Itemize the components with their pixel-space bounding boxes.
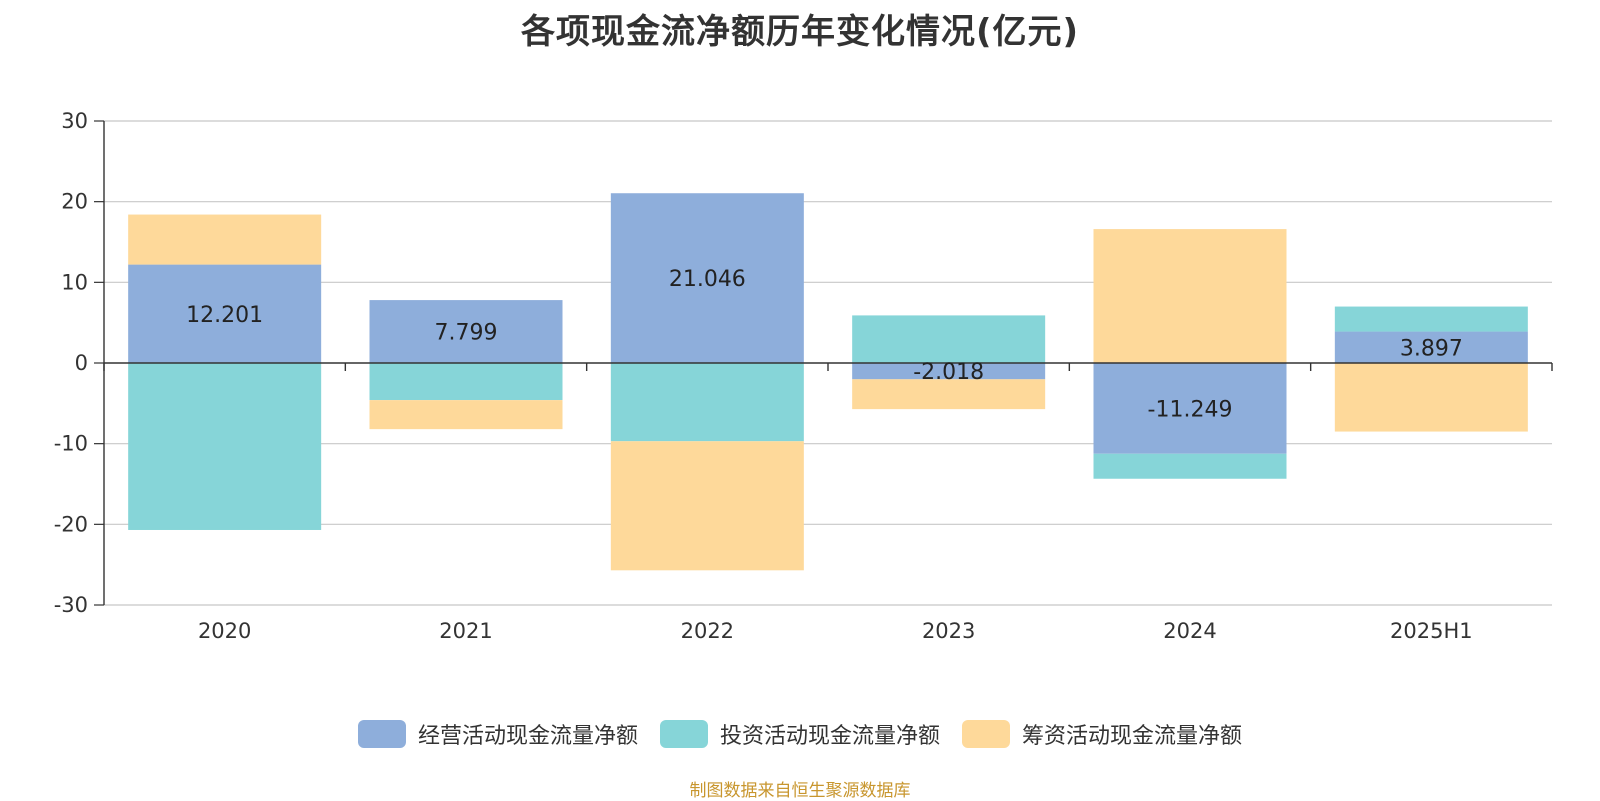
bars bbox=[128, 193, 1528, 571]
legend-label-investing: 投资活动现金流量净额 bbox=[719, 724, 940, 749]
bar-financing-2022[interactable] bbox=[610, 441, 804, 571]
data-label-operating-2023: -2.018 bbox=[913, 360, 984, 385]
chart-title: 各项现金流净额历年变化情况(亿元) bbox=[520, 12, 1080, 52]
source-note: 制图数据来自恒生聚源数据库 bbox=[689, 781, 911, 801]
x-tick-label: 2023 bbox=[922, 619, 975, 643]
legend: 经营活动现金流量净额 投资活动现金流量净额 筹资活动现金流量净额 bbox=[0, 718, 1600, 750]
legend-item-investing[interactable]: 投资活动现金流量净额 bbox=[659, 718, 940, 750]
y-tick-label: -20 bbox=[54, 512, 88, 536]
bar-financing-2024[interactable] bbox=[1093, 229, 1287, 363]
bar-operating-2022[interactable] bbox=[610, 193, 804, 363]
bar-operating-2020[interactable] bbox=[128, 264, 322, 363]
bar-operating-2025H1[interactable] bbox=[1334, 331, 1528, 363]
legend-swatch-operating bbox=[357, 720, 406, 748]
axes: 30 20 10 0 -10 -20 -30 2020 2021 2022 2023 2024 2025… bbox=[54, 109, 1553, 643]
data-labels: 12.201 7.799 21.046 -2.018 -11.249 3.897 bbox=[186, 267, 1463, 422]
bar-investing-2022[interactable] bbox=[610, 363, 804, 442]
bar-operating-2021[interactable] bbox=[369, 300, 563, 363]
legend-swatch-investing bbox=[659, 720, 708, 748]
y-tick-label: -10 bbox=[54, 432, 88, 456]
data-label-operating-2022: 21.046 bbox=[669, 267, 746, 292]
bar-investing-2023[interactable] bbox=[852, 315, 1046, 363]
y-tick-label: -30 bbox=[54, 593, 88, 617]
bar-operating-2023[interactable] bbox=[852, 363, 1046, 380]
bar-financing-2021[interactable] bbox=[369, 400, 563, 430]
legend-swatch-financing bbox=[962, 720, 1010, 748]
bar-financing-2023[interactable] bbox=[852, 379, 1046, 410]
data-label-operating-2021: 7.799 bbox=[435, 321, 498, 346]
y-tick-label: 30 bbox=[61, 109, 88, 133]
bar-investing-2025H1[interactable] bbox=[1334, 306, 1528, 332]
x-tick-label: 2022 bbox=[681, 619, 734, 643]
legend-item-financing[interactable]: 筹资活动现金流量净额 bbox=[962, 718, 1242, 750]
bar-investing-2024[interactable] bbox=[1093, 453, 1287, 479]
bar-investing-2021[interactable] bbox=[369, 363, 563, 401]
y-tick-label: 0 bbox=[75, 351, 88, 375]
data-label-operating-2020: 12.201 bbox=[186, 303, 263, 328]
data-label-operating-2025H1: 3.897 bbox=[1400, 336, 1463, 361]
bar-operating-2024[interactable] bbox=[1093, 363, 1287, 454]
x-tick-label: 2024 bbox=[1163, 619, 1216, 643]
y-tick-label: 20 bbox=[61, 190, 88, 214]
bar-financing-2020[interactable] bbox=[128, 214, 322, 265]
legend-item-operating[interactable]: 经营活动现金流量净额 bbox=[357, 718, 638, 750]
legend-label-financing: 筹资活动现金流量净额 bbox=[1022, 724, 1243, 749]
y-tick-label: 10 bbox=[61, 270, 88, 294]
grid-lines bbox=[104, 120, 1552, 606]
x-tick-label: 2021 bbox=[439, 619, 492, 643]
bar-investing-2020[interactable] bbox=[128, 363, 322, 530]
bar-financing-2025H1[interactable] bbox=[1334, 363, 1528, 432]
x-tick-label: 2025H1 bbox=[1390, 619, 1473, 643]
x-tick-label: 2020 bbox=[198, 619, 251, 643]
data-label-operating-2024: -11.249 bbox=[1148, 397, 1233, 422]
legend-label-operating: 经营活动现金流量净额 bbox=[417, 724, 638, 749]
cash-flow-chart: 30 20 10 0 -10 -20 -30 2020 2021 2022 2023 2024 2025… bbox=[54, 109, 1553, 643]
